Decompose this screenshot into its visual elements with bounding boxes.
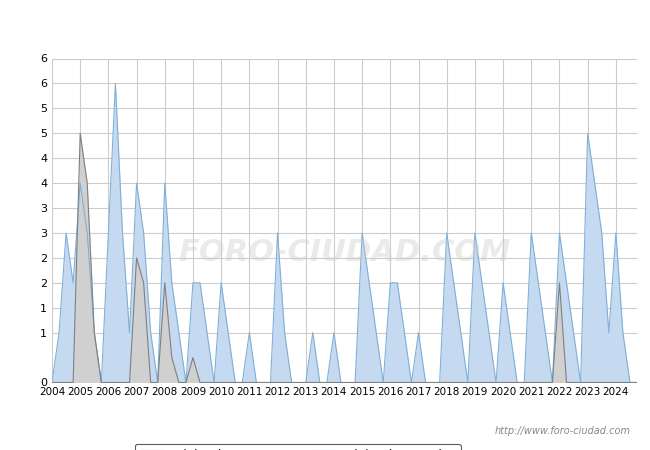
Text: FORO-CIUDAD.COM: FORO-CIUDAD.COM [178, 238, 511, 267]
Text: Frades - Evolucion del Nº de Transacciones Inmobiliarias: Frades - Evolucion del Nº de Transaccion… [109, 19, 541, 35]
Legend: Viviendas Nuevas, Viviendas Usadas: Viviendas Nuevas, Viviendas Usadas [135, 444, 461, 450]
Text: http://www.foro-ciudad.com: http://www.foro-ciudad.com [495, 427, 630, 436]
